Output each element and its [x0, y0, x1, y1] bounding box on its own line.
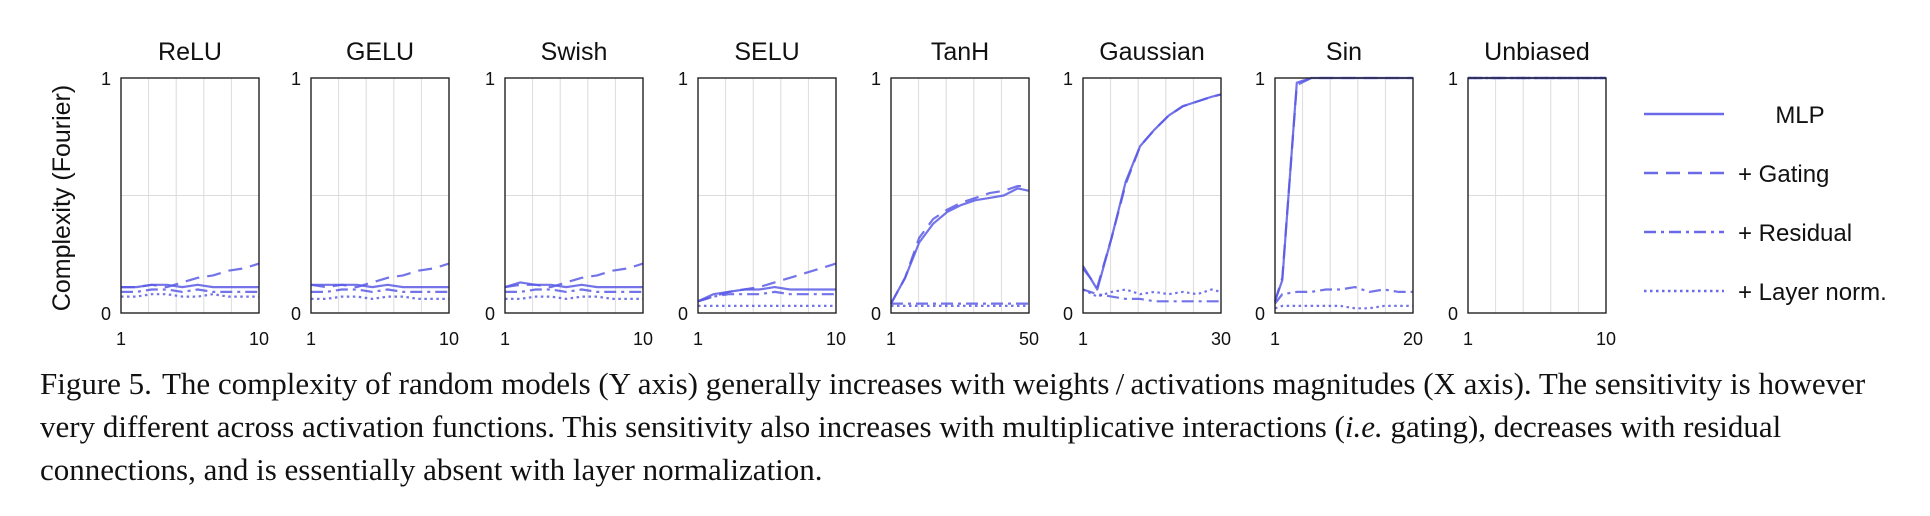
- legend-item: + Layer norm.: [1644, 279, 1887, 306]
- axes-frame: [697, 77, 837, 314]
- axes-frame: [310, 77, 450, 314]
- y-tick-label: 1: [1255, 69, 1265, 89]
- caption-text-part1: The complexity of random models (Y axis)…: [40, 366, 1866, 444]
- x-tick-label: 1: [1078, 329, 1088, 349]
- x-tick-label: 50: [1019, 329, 1039, 349]
- y-tick-label: 1: [101, 69, 111, 89]
- legend-item: + Gating: [1644, 161, 1829, 188]
- legend-item: MLP: [1644, 102, 1825, 129]
- panel-title: TanH: [931, 38, 989, 66]
- figure-caption: Figure 5. The complexity of random models…: [40, 362, 1900, 491]
- series-line-residual: [505, 288, 643, 293]
- legend-label: + Residual: [1738, 220, 1852, 247]
- y-tick-label: 0: [678, 304, 688, 324]
- y-tick-label: 1: [1063, 69, 1073, 89]
- series-line-residual: [697, 290, 836, 303]
- series-line-layer-norm: [121, 293, 259, 298]
- series-line-gating: [310, 262, 450, 289]
- series-line-mlp: [1082, 93, 1222, 291]
- series-line-residual: [1274, 286, 1413, 305]
- caption-text-part2: gating), decreases with residual connect…: [40, 409, 1782, 487]
- axes-frame: [120, 77, 260, 314]
- series-line-gating: [1082, 93, 1222, 289]
- x-tick-label: 1: [306, 329, 316, 349]
- series-line-layer-norm: [311, 295, 449, 300]
- panel-title: GELU: [346, 38, 414, 66]
- x-tick-label: 20: [1403, 329, 1423, 349]
- y-tick-label: 1: [678, 69, 688, 89]
- axes-frame: [1467, 77, 1607, 314]
- y-tick-label: 1: [871, 69, 881, 89]
- x-tick-label: 10: [633, 329, 653, 349]
- series-line-mlp: [121, 283, 259, 289]
- y-tick-label: 1: [1448, 69, 1458, 89]
- series-line-gating: [121, 262, 260, 289]
- series-line-gating: [890, 185, 1029, 305]
- x-tick-label: 1: [693, 329, 703, 349]
- panel-title: SELU: [734, 38, 799, 66]
- series-line-layer-norm: [505, 295, 643, 300]
- x-tick-label: 10: [1596, 329, 1616, 349]
- panel-title: Sin: [1326, 38, 1362, 66]
- legend-label: + Gating: [1738, 161, 1829, 188]
- x-tick-label: 1: [886, 329, 896, 349]
- legend: MLP + Gating + Residual + Layer norm.: [1644, 102, 1887, 306]
- x-tick-label: 1: [1463, 329, 1473, 349]
- x-tick-label: 1: [1270, 329, 1280, 349]
- axes-frame: [1274, 77, 1414, 314]
- x-tick-label: 1: [116, 329, 126, 349]
- caption-label: Figure 5.: [40, 366, 152, 401]
- panel-title: Swish: [541, 38, 608, 66]
- x-tick-label: 10: [439, 329, 459, 349]
- axes-frame: [504, 77, 644, 314]
- series-line-residual: [121, 288, 259, 293]
- series-line-mlp: [890, 187, 1030, 305]
- axes-frame: [890, 77, 1030, 314]
- series-line-layer-norm: [1082, 288, 1222, 298]
- legend-label: + Layer norm.: [1738, 279, 1887, 306]
- x-tick-label: 30: [1211, 329, 1231, 349]
- series-line-gating: [697, 262, 837, 303]
- axes-frame: [1082, 77, 1222, 314]
- y-axis-label: Complexity (Fourier): [48, 85, 76, 311]
- x-tick-label: 1: [500, 329, 510, 349]
- y-tick-label: 0: [1255, 304, 1265, 324]
- series-line-mlp: [311, 283, 449, 289]
- y-tick-label: 0: [871, 304, 881, 324]
- y-tick-label: 0: [1448, 304, 1458, 324]
- x-tick-label: 10: [826, 329, 846, 349]
- x-tick-label: 10: [249, 329, 269, 349]
- series-line-gating: [504, 262, 644, 289]
- panel-title: Unbiased: [1484, 38, 1590, 66]
- y-tick-label: 1: [291, 69, 301, 89]
- caption-text-italic: i.e.: [1344, 409, 1383, 444]
- y-tick-label: 0: [485, 304, 495, 324]
- series-line-mlp: [697, 286, 836, 303]
- series-line-mlp: [1273, 76, 1413, 302]
- series-line-mlp: [504, 281, 643, 289]
- y-tick-label: 0: [291, 304, 301, 324]
- series-line-layer-norm: [1274, 304, 1413, 310]
- y-tick-label: 0: [1063, 304, 1073, 324]
- panel-title: Gaussian: [1099, 38, 1205, 66]
- series-line-residual: [311, 288, 449, 293]
- y-tick-label: 0: [101, 304, 111, 324]
- legend-item: + Residual: [1644, 220, 1852, 247]
- legend-label: MLP: [1775, 102, 1824, 129]
- panel-title: ReLU: [158, 38, 222, 66]
- y-tick-label: 1: [485, 69, 495, 89]
